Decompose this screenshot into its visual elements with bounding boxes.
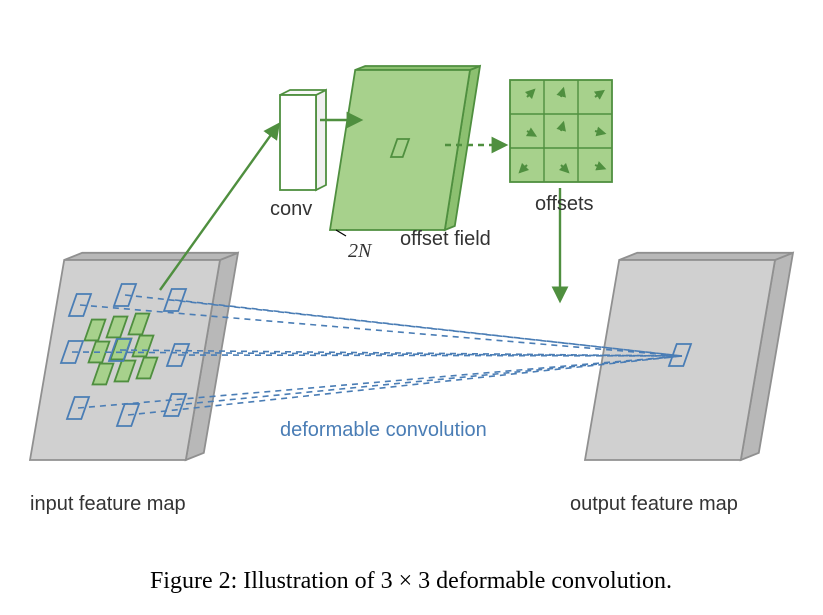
two-n-label: 2N	[348, 240, 373, 262]
input-3x3-grid	[85, 314, 158, 385]
output-label: output feature map	[570, 493, 738, 515]
conv-box	[280, 90, 326, 190]
conv-label: conv	[270, 198, 312, 220]
deformable-conv-label: deformable convolution	[280, 419, 487, 441]
offsets-label: offsets	[535, 193, 594, 215]
output-feature-map-slab	[585, 253, 793, 460]
diagram-canvas: input feature map output feature map conv o…	[0, 0, 823, 615]
offset-field-label: offset field	[400, 228, 491, 250]
offsets-grid	[510, 80, 612, 182]
figure-caption: Figure 2: Illustration of 3 × 3 deformab…	[150, 568, 672, 594]
input-label: input feature map	[30, 493, 186, 515]
